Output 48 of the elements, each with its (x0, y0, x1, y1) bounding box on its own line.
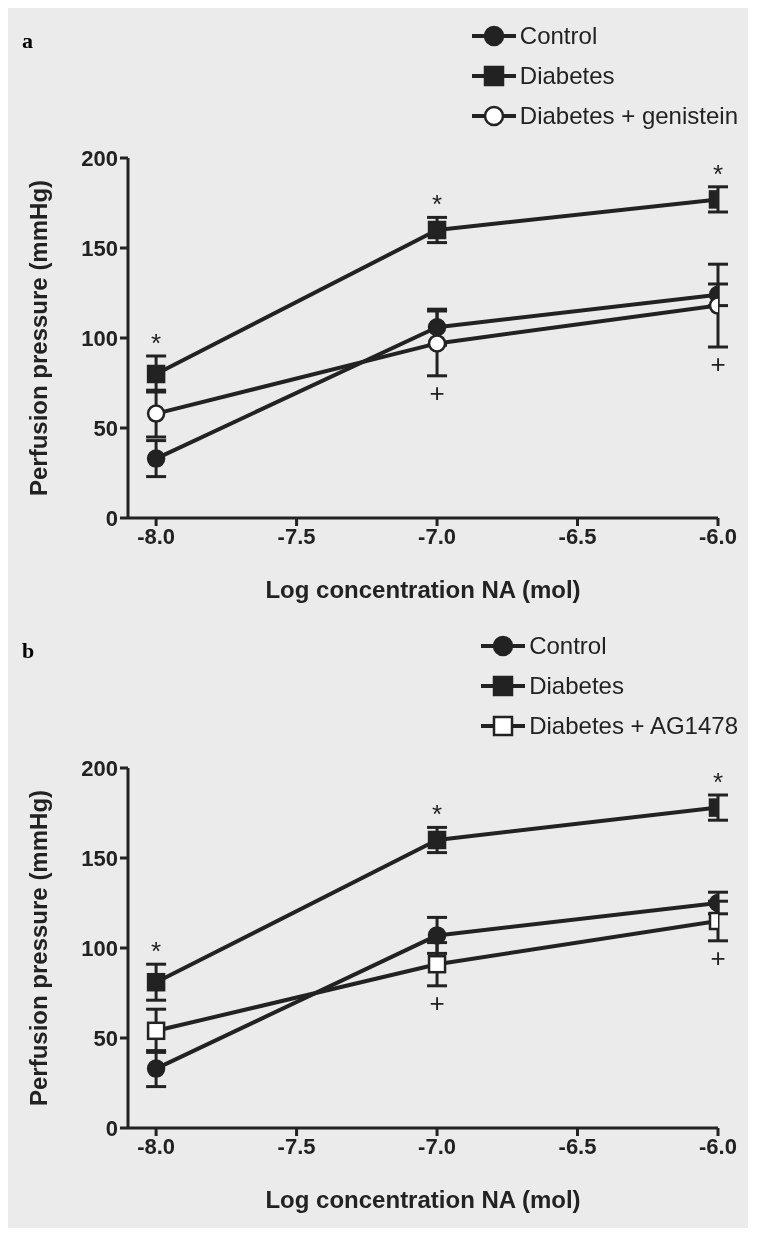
annotation: * (431, 799, 443, 830)
y-tick-label: 100 (81, 325, 118, 351)
y-tick-label: 100 (81, 935, 118, 961)
y-tick-label: 0 (105, 505, 118, 531)
x-tick-label: -8.0 (137, 1133, 176, 1159)
x-tick-label: -8.0 (137, 523, 176, 549)
x-tick-label: -6.0 (699, 523, 737, 549)
annotation: + (710, 349, 726, 380)
legend-label: Control (519, 22, 598, 50)
y-tick-label: 50 (93, 1025, 118, 1051)
annotation: * (712, 158, 724, 189)
y-tick-label: 150 (81, 235, 118, 261)
annotation: + (429, 988, 445, 1019)
point (146, 1021, 166, 1041)
x-tick-label: -7.5 (277, 1133, 316, 1159)
annotation: * (151, 328, 162, 358)
y-axis-title: Perfusion pressure (mmHg) (24, 789, 52, 1107)
annotation: * (151, 936, 162, 967)
point (146, 972, 166, 992)
annotation: + (710, 943, 726, 974)
annotation: * (431, 189, 443, 220)
legend-label: Diabetes + AG1478 (529, 712, 738, 740)
annotation: + (429, 378, 445, 409)
y-axis-title: Perfusion pressure (mmHg) (24, 179, 52, 497)
x-axis-title: Log concentration NA (mol) (265, 1186, 581, 1213)
legend-label: Diabetes (519, 62, 615, 90)
point (146, 404, 166, 423)
legend-label: Diabetes (529, 672, 624, 700)
chart-title: b (22, 638, 35, 664)
point (146, 1059, 166, 1078)
legend-label: Diabetes + genistein (519, 102, 738, 130)
annotation: * (712, 767, 724, 797)
x-tick-label: -7.5 (277, 523, 316, 549)
x-axis-title: Log concentration NA (mol) (265, 576, 581, 603)
point (146, 364, 166, 384)
x-tick-label: -6.5 (558, 523, 597, 549)
y-tick-label: 200 (81, 755, 118, 781)
y-tick-label: 150 (81, 845, 118, 871)
x-tick-label: -7.0 (418, 1133, 457, 1159)
chart-title: a (22, 28, 33, 54)
legend-label: Control (529, 632, 607, 660)
y-tick-label: 200 (81, 145, 118, 171)
x-tick-label: -7.0 (418, 523, 457, 549)
y-tick-label: 0 (105, 1115, 118, 1141)
x-tick-label: -6.5 (558, 1133, 597, 1159)
point (146, 449, 166, 468)
x-tick-label: -6.0 (699, 1133, 737, 1159)
y-tick-label: 50 (93, 415, 118, 441)
